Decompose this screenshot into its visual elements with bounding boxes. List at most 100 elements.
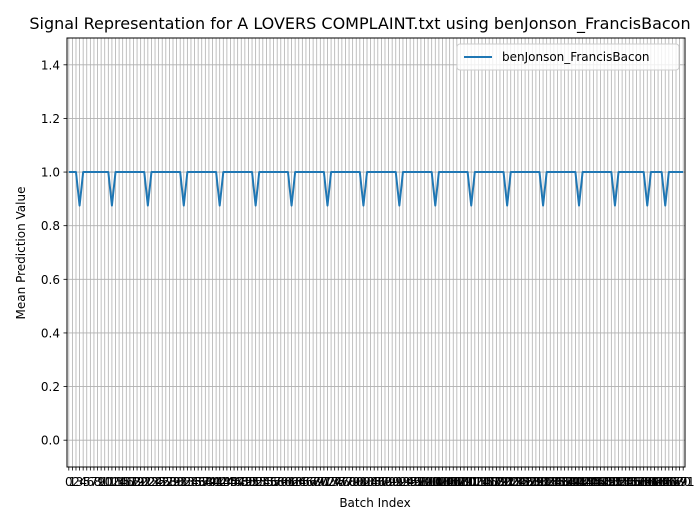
- x-tick-label: 81: [352, 475, 367, 489]
- x-tick-label: 102: [424, 475, 447, 489]
- y-tick-label: 0.6: [41, 273, 60, 287]
- x-tick-label: 52: [248, 475, 263, 489]
- x-tick-label: 147: [586, 475, 609, 489]
- x-tick-label: 74: [327, 475, 342, 489]
- x-tick-label: 7: [90, 475, 98, 489]
- x-tick-label: 132: [532, 475, 555, 489]
- x-tick-label: 32: [176, 475, 191, 489]
- x-tick-label: 11: [101, 475, 116, 489]
- x-tick-label: 121: [492, 475, 515, 489]
- x-tick-label: 24: [147, 475, 162, 489]
- x-tick-label: 23: [144, 475, 159, 489]
- x-tick-label: 5: [83, 475, 91, 489]
- x-tick-label: 98: [413, 475, 428, 489]
- x-tick-label: 16: [119, 475, 134, 489]
- x-tick-label: 141: [564, 475, 587, 489]
- x-tick-label: 128: [517, 475, 540, 489]
- x-tick-label: 75: [331, 475, 346, 489]
- x-tick-label: 139: [557, 475, 580, 489]
- x-tick-label: 126: [510, 475, 533, 489]
- x-tick-label: 162: [639, 475, 662, 489]
- x-tick-label: 15: [115, 475, 130, 489]
- x-tick-label: 55: [259, 475, 274, 489]
- x-tick-label: 163: [643, 475, 666, 489]
- x-tick-label: 86: [370, 475, 385, 489]
- x-tick-label: 160: [632, 475, 655, 489]
- x-tick-label: 164: [647, 475, 670, 489]
- x-tick-label: 134: [539, 475, 562, 489]
- x-tick-label: 148: [589, 475, 612, 489]
- x-tick-label: 68: [305, 475, 320, 489]
- x-tick-label: 103: [427, 475, 450, 489]
- x-tick-label: 53: [252, 475, 267, 489]
- x-tick-label: 140: [560, 475, 583, 489]
- x-tick-label: 99: [417, 475, 432, 489]
- x-tick-label: 40: [205, 475, 220, 489]
- x-tick-label: 59: [273, 475, 288, 489]
- x-tick-label: 57: [266, 475, 281, 489]
- x-tick-label: 51: [244, 475, 259, 489]
- x-tick-label: 56: [262, 475, 277, 489]
- x-tick-label: 117: [478, 475, 501, 489]
- x-tick-label: 123: [499, 475, 522, 489]
- x-tick-label: 158: [625, 475, 648, 489]
- x-tick-label: 80: [349, 475, 364, 489]
- x-tick-label: 138: [553, 475, 576, 489]
- x-tick-label: 9: [97, 475, 105, 489]
- x-tick-label: 94: [399, 475, 414, 489]
- x-tick-label: 29: [165, 475, 180, 489]
- x-tick-label: 21: [137, 475, 152, 489]
- x-tick-label: 8: [94, 475, 102, 489]
- x-tick-label: 96: [406, 475, 421, 489]
- x-tick-label: 61: [280, 475, 295, 489]
- x-tick-label: 133: [535, 475, 558, 489]
- x-tick-label: 69: [309, 475, 324, 489]
- x-tick-label: 65: [295, 475, 310, 489]
- x-tick-label: 38: [198, 475, 213, 489]
- x-grid-lines: [68, 38, 684, 467]
- x-tick-label: 6: [87, 475, 95, 489]
- x-tick-label: 118: [481, 475, 504, 489]
- x-tick-label: 45: [223, 475, 238, 489]
- x-tick-label: 72: [320, 475, 335, 489]
- x-tick-label: 157: [621, 475, 644, 489]
- x-tick-label: 36: [191, 475, 206, 489]
- chart-title: Signal Representation for A LOVERS COMPL…: [29, 14, 690, 34]
- x-tick-label: 119: [485, 475, 508, 489]
- x-tick-label: 62: [284, 475, 299, 489]
- x-tick-label: 101: [420, 475, 443, 489]
- x-tick-label: 168: [661, 475, 684, 489]
- x-tick-label: 122: [496, 475, 519, 489]
- legend-label: benJonson_FrancisBacon: [502, 50, 650, 64]
- x-tick-label: 146: [582, 475, 605, 489]
- x-tick-label: 150: [596, 475, 619, 489]
- x-tick-label: 161: [636, 475, 659, 489]
- x-tick-label: 3: [76, 475, 84, 489]
- x-tick-label: 151: [600, 475, 623, 489]
- x-tick-label: 110: [453, 475, 476, 489]
- y-tick-label: 0.8: [41, 219, 60, 233]
- x-tick-label: 137: [550, 475, 573, 489]
- x-tick-label: 170: [668, 475, 691, 489]
- x-tick-label: 35: [187, 475, 202, 489]
- x-tick-label: 17: [122, 475, 137, 489]
- x-tick-label: 112: [460, 475, 483, 489]
- x-tick-label: 19: [129, 475, 144, 489]
- x-tick-label: 46: [226, 475, 241, 489]
- x-tick-label: 95: [402, 475, 417, 489]
- x-tick-label: 12: [104, 475, 119, 489]
- x-tick-label: 73: [323, 475, 338, 489]
- x-tick-label: 124: [503, 475, 526, 489]
- x-tick-label: 136: [546, 475, 569, 489]
- x-tick-label: 107: [442, 475, 465, 489]
- x-tick-label: 167: [657, 475, 680, 489]
- x-tick-label: 54: [255, 475, 270, 489]
- x-tick-label: 145: [578, 475, 601, 489]
- x-tick-label: 31: [173, 475, 188, 489]
- x-tick-label: 90: [385, 475, 400, 489]
- x-tick-label: 4: [79, 475, 87, 489]
- y-axis-ticks: 0.0 0.2 0.4 0.6 0.8 1.0 1.2 1.4: [41, 58, 67, 448]
- x-axis-ticks: 0123456789101112131415161718192021222324…: [65, 467, 695, 489]
- x-tick-label: 152: [603, 475, 626, 489]
- y-tick-label: 1.2: [41, 112, 60, 126]
